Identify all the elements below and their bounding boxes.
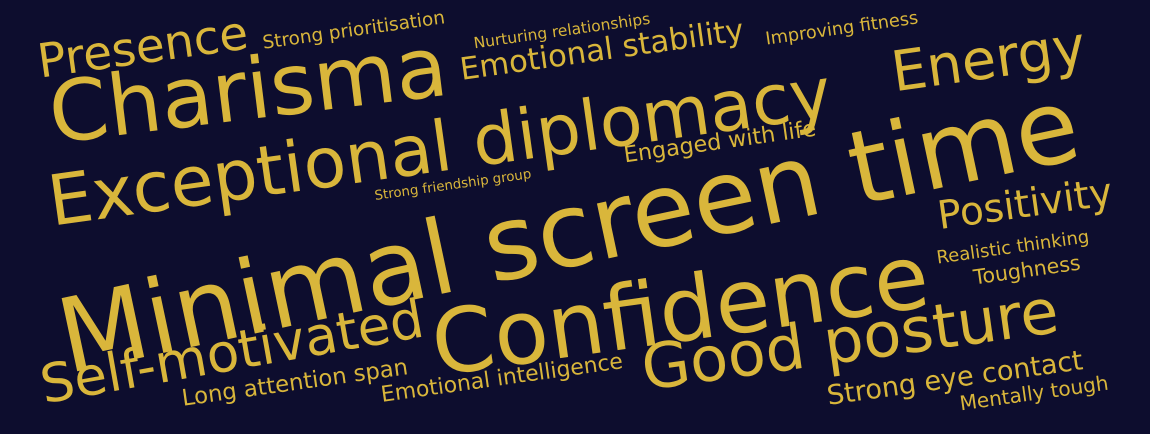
word-cloud: Minimal screen time Confidence Charisma … — [34, 6, 1116, 416]
